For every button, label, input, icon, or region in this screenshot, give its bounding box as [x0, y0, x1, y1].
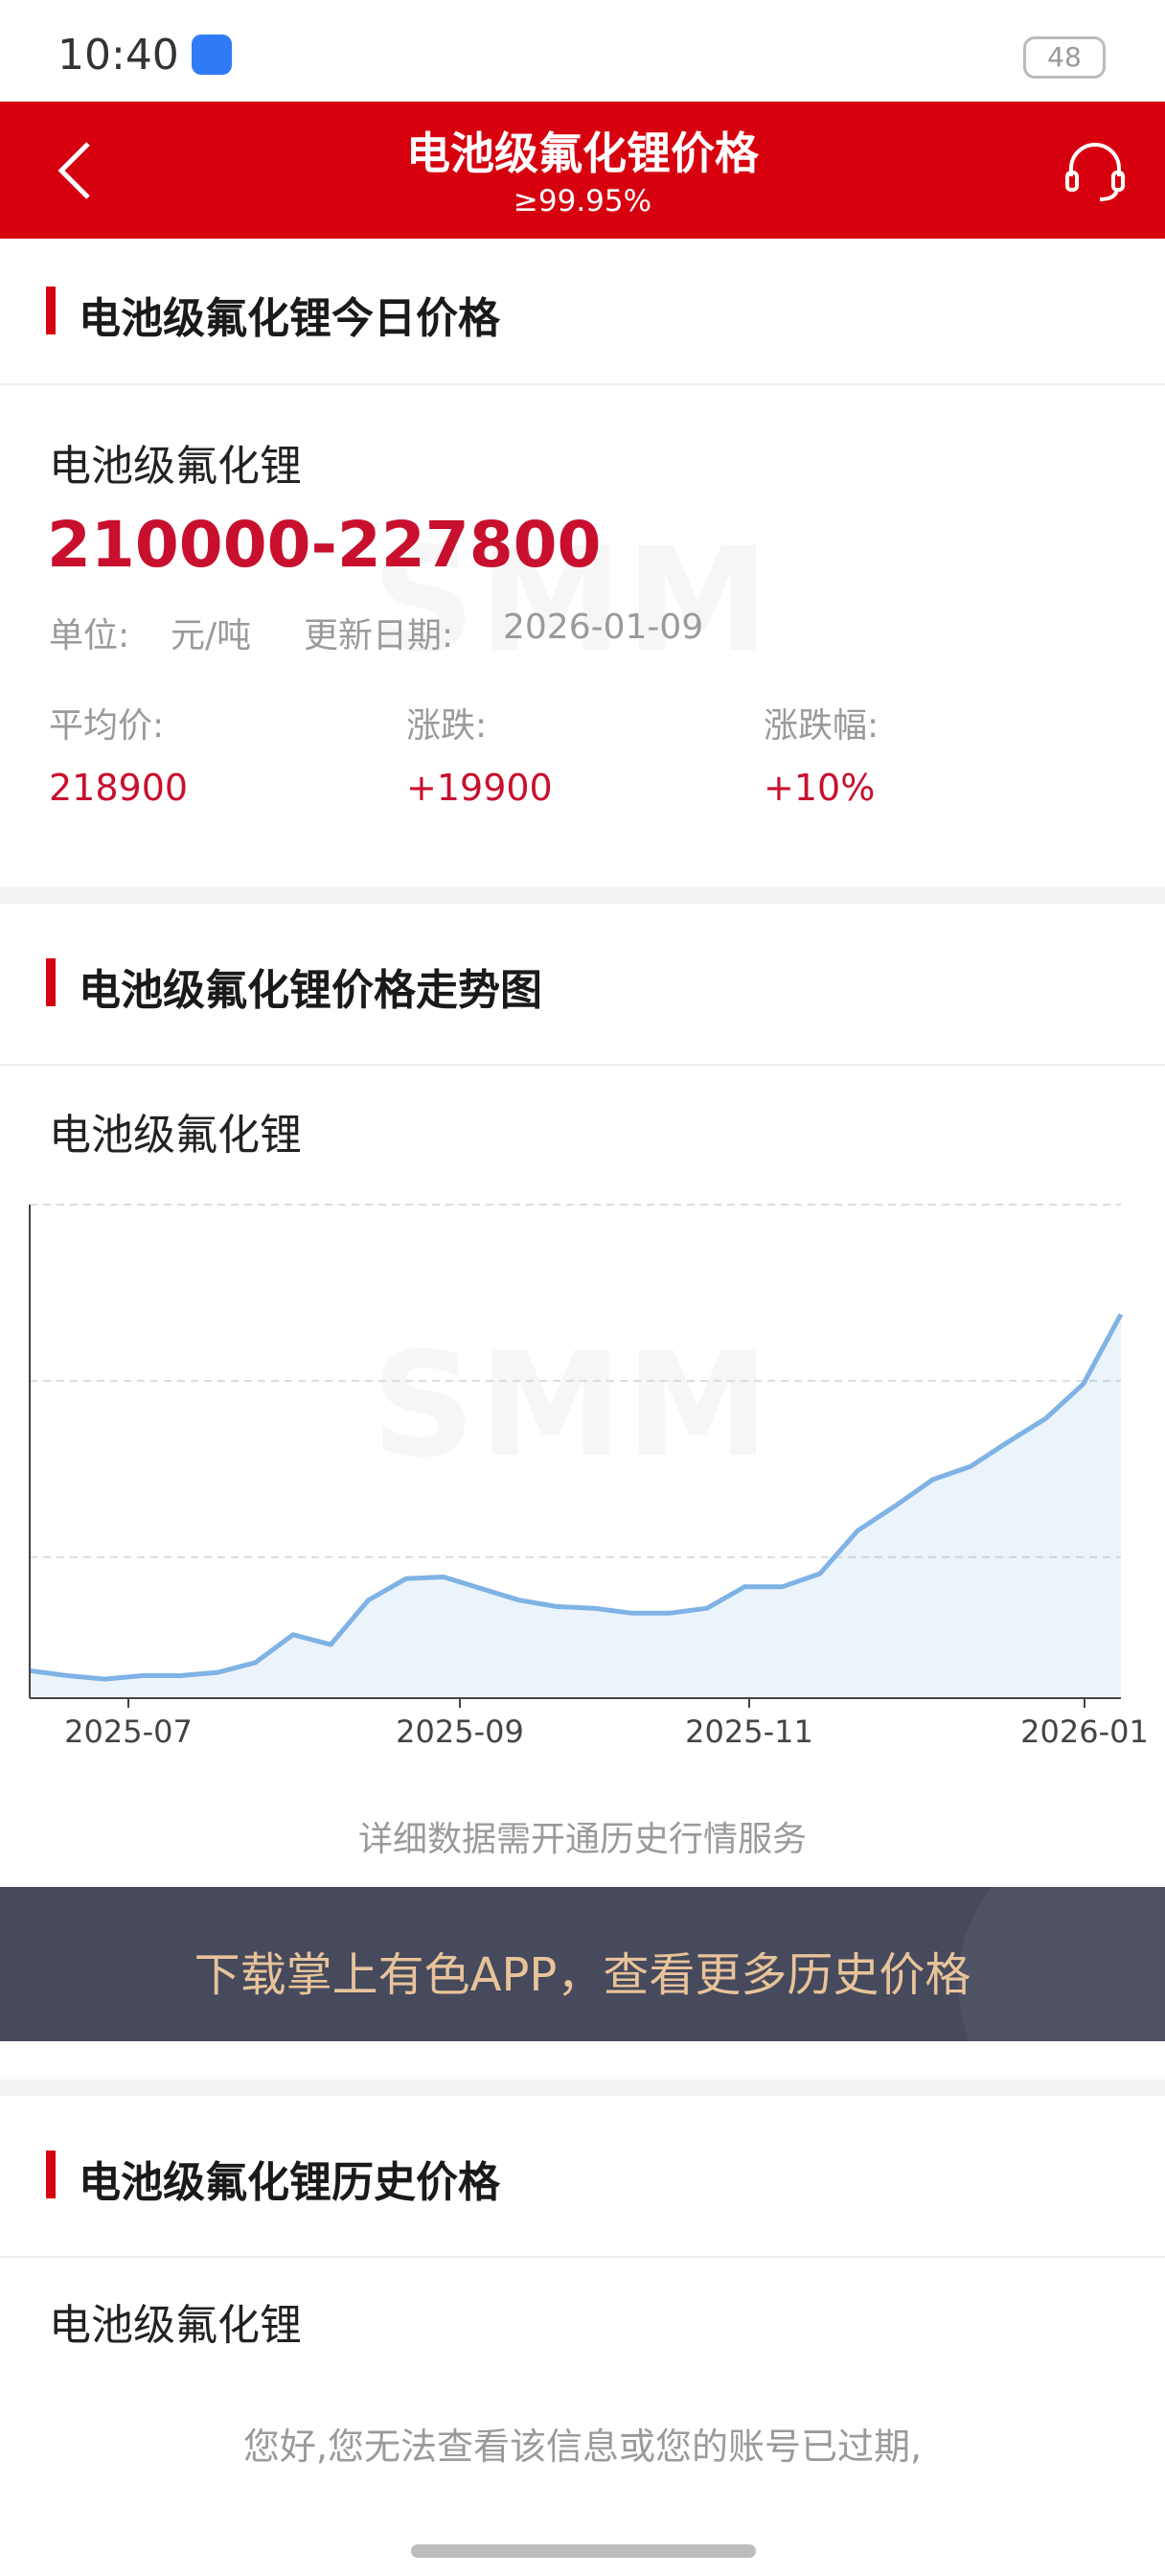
x-tick-label: 2025-07: [64, 1714, 193, 1750]
section-title: 电池级氟化锂历史价格: [79, 2158, 500, 2207]
stat-label: 平均价:: [49, 706, 165, 746]
section-gap: [0, 887, 1165, 904]
x-tick-label: 2026-01: [1020, 1714, 1149, 1750]
divider: [0, 2256, 1165, 2258]
chart-title: 电池级氟化锂: [49, 1111, 302, 1160]
stat-label: 涨跌幅:: [764, 706, 879, 746]
line: [29, 1313, 1124, 1682]
header-subtitle: ≥99.95%: [513, 184, 652, 218]
status-bar: 10:40 48: [0, 0, 1165, 100]
section-marker: [46, 958, 56, 1006]
banner-text: 下载掌上有色APP，查看更多历史价格: [194, 1948, 971, 2002]
divider: [0, 383, 1165, 385]
expired-message: 您好,您无法查看该信息或您的账号已过期,: [242, 2426, 923, 2468]
stat-value: 218900: [49, 767, 189, 809]
back-button[interactable]: [56, 140, 94, 201]
unit: 元/吨: [171, 616, 252, 656]
date: 2026-01-09: [503, 608, 704, 647]
section-marker: [46, 2150, 56, 2198]
battery: 48: [1023, 36, 1106, 79]
x-tick-label: 2025-09: [396, 1714, 524, 1750]
header: 电池级氟化锂价格 ≥99.95%: [0, 102, 1165, 239]
section-title: 电池级氟化锂今日价格: [79, 294, 500, 343]
app-icon: [192, 34, 232, 75]
unit-label: 单位:: [49, 616, 130, 656]
banner-decoration: [958, 1887, 1165, 2041]
download-banner[interactable]: 下载掌上有色APP，查看更多历史价格: [0, 1887, 1165, 2041]
chart: 2025-07 2025-09 2025-11 2026-01: [29, 1204, 1149, 1750]
product-name: 电池级氟化锂: [49, 442, 302, 491]
stat-label: 涨跌:: [406, 706, 488, 746]
stat-value: +19900: [406, 767, 553, 809]
home-indicator: [411, 2544, 756, 2558]
product-name: 电池级氟化锂: [49, 2301, 302, 2350]
section-gap: [0, 2080, 1165, 2096]
section-marker: [46, 287, 56, 334]
clock: 10:40: [57, 31, 179, 80]
section-title: 电池级氟化锂价格走势图: [79, 966, 542, 1015]
price-range: 210000-227800: [47, 508, 602, 582]
header-title: 电池级氟化锂价格: [406, 127, 759, 179]
support-icon[interactable]: [1062, 138, 1129, 205]
stat-value: +10%: [764, 767, 876, 809]
x-tick-label: 2025-11: [685, 1714, 813, 1750]
area: [30, 1314, 1121, 1698]
divider: [0, 1064, 1165, 1066]
chart-note: 详细数据需开通历史行情服务: [357, 1820, 807, 1859]
date-label: 更新日期:: [304, 616, 454, 656]
